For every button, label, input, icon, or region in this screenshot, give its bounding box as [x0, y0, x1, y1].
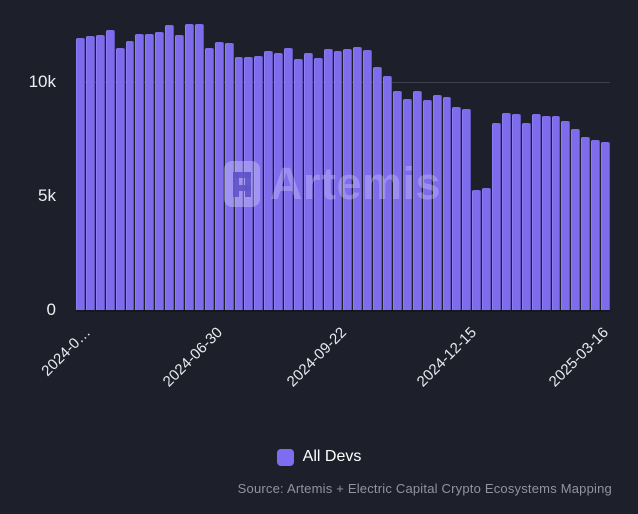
bar[interactable]: [561, 121, 571, 310]
bar[interactable]: [175, 35, 184, 310]
bar[interactable]: [184, 24, 194, 310]
bar[interactable]: [501, 113, 511, 310]
bar[interactable]: [125, 41, 135, 310]
bar[interactable]: [293, 59, 303, 310]
bar[interactable]: [452, 107, 462, 310]
bar[interactable]: [303, 53, 313, 310]
bar[interactable]: [373, 67, 383, 310]
bar[interactable]: [581, 137, 591, 310]
y-axis-tick-label: 0: [46, 300, 56, 319]
bar[interactable]: [264, 51, 274, 310]
bar[interactable]: [462, 109, 472, 310]
bar[interactable]: [204, 48, 214, 310]
y-axis-tick-label: 5k: [38, 186, 56, 205]
bar[interactable]: [105, 30, 115, 310]
bar[interactable]: [511, 114, 521, 310]
bar[interactable]: [85, 36, 95, 310]
x-axis-tick-label: 2024-09-22: [283, 324, 351, 391]
bar[interactable]: [591, 140, 601, 310]
bar[interactable]: [541, 116, 551, 310]
bar[interactable]: [343, 49, 353, 310]
bar[interactable]: [224, 43, 234, 310]
bar[interactable]: [254, 56, 264, 310]
bar[interactable]: [353, 47, 363, 310]
bar[interactable]: [551, 116, 561, 310]
bar[interactable]: [363, 50, 373, 310]
bar[interactable]: [412, 91, 422, 310]
bar[interactable]: [472, 190, 482, 310]
bar[interactable]: [135, 34, 145, 310]
bar[interactable]: [531, 114, 541, 310]
legend-swatch-all-devs[interactable]: [276, 448, 294, 466]
bar[interactable]: [234, 57, 244, 310]
bar[interactable]: [76, 38, 85, 310]
bar[interactable]: [115, 48, 125, 310]
bar[interactable]: [313, 58, 323, 310]
x-axis-baseline: [76, 310, 610, 312]
bar[interactable]: [492, 123, 501, 310]
bar[interactable]: [442, 97, 452, 310]
x-axis-tick-label: 2024-12-15: [413, 324, 481, 391]
bar[interactable]: [323, 49, 333, 310]
legend-label-all-devs[interactable]: All Devs: [302, 448, 362, 465]
x-axis-tick-label: 2025-03-16: [545, 324, 613, 391]
bar[interactable]: [402, 99, 412, 310]
bar[interactable]: [214, 42, 224, 310]
bar[interactable]: [571, 129, 581, 310]
legend[interactable]: All Devs: [0, 448, 638, 466]
bar[interactable]: [165, 25, 175, 310]
bar[interactable]: [155, 32, 165, 310]
x-axis-tick-label: 2024-06-30: [159, 324, 227, 391]
y-axis-tick-label: 10k: [28, 72, 56, 91]
bar[interactable]: [194, 24, 204, 310]
gridline-10k: [76, 82, 610, 83]
bar[interactable]: [432, 95, 442, 310]
x-axis-tick-label: 2024-0…: [38, 324, 95, 380]
bar[interactable]: [284, 48, 293, 310]
bar[interactable]: [145, 34, 155, 310]
source-attribution: Source: Artemis + Electric Capital Crypt…: [237, 481, 612, 496]
bar[interactable]: [601, 142, 610, 310]
bar[interactable]: [274, 53, 284, 310]
bar[interactable]: [521, 123, 531, 310]
bar[interactable]: [393, 91, 402, 310]
bar-series-all-devs: [76, 0, 610, 310]
bar[interactable]: [482, 188, 492, 310]
bar[interactable]: [333, 51, 343, 310]
bar[interactable]: [383, 76, 392, 310]
bar[interactable]: [422, 100, 432, 310]
bar[interactable]: [95, 35, 105, 310]
bar[interactable]: [244, 57, 254, 310]
